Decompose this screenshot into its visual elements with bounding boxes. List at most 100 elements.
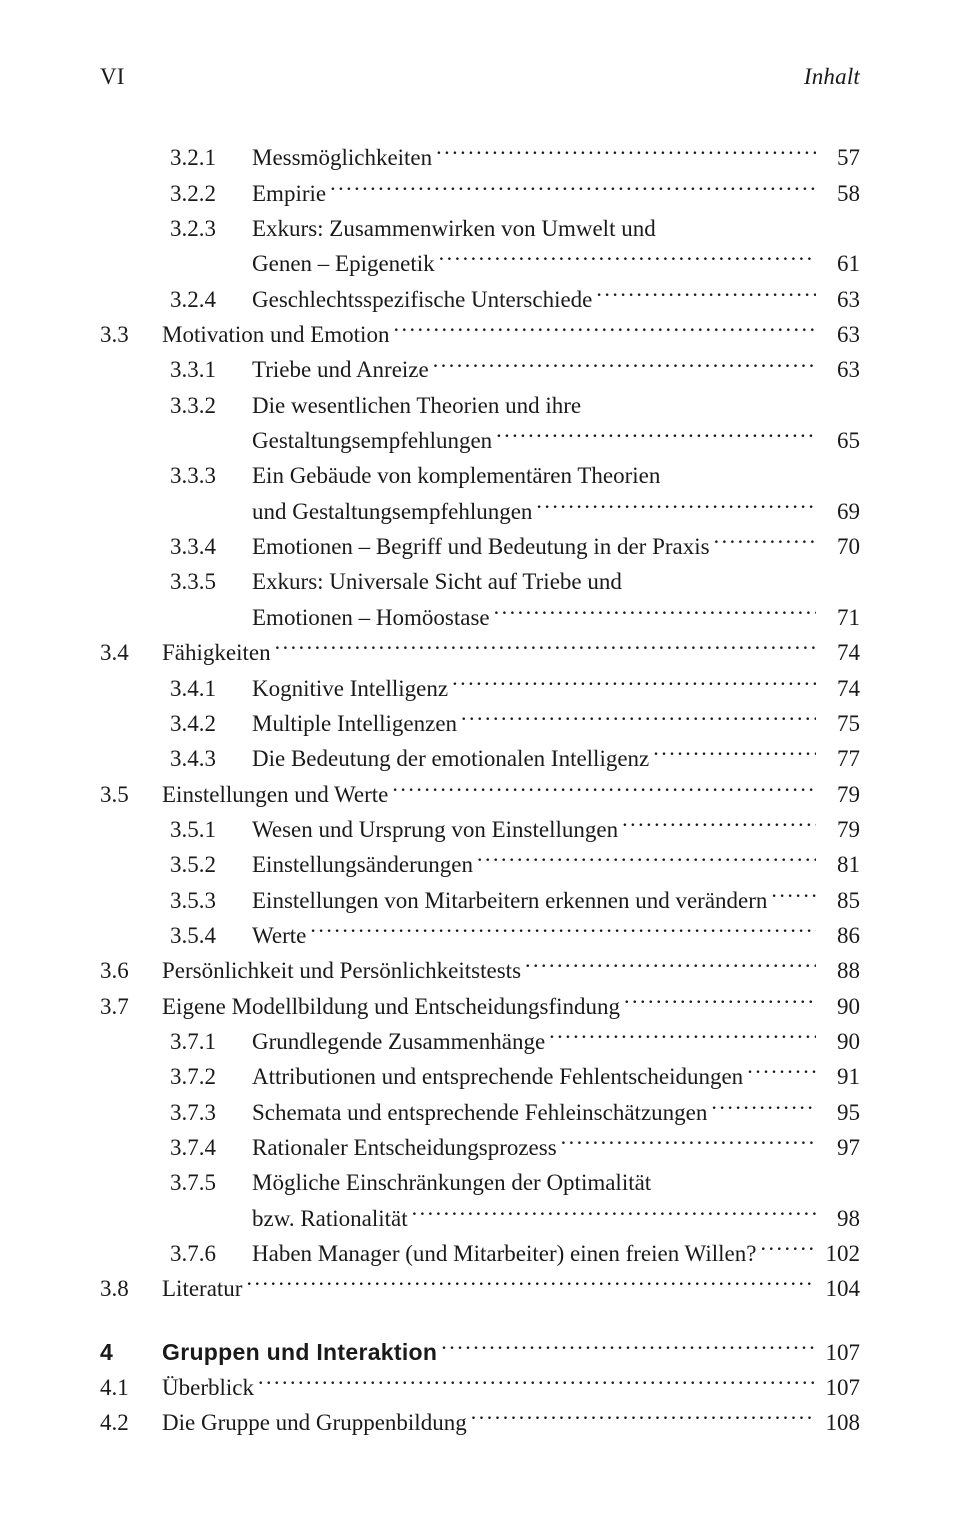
toc-entry-continuation: Emotionen – Homöostase71 [100, 601, 860, 634]
toc-number: 3.3.4 [170, 530, 252, 563]
toc-number: 3.6 [100, 954, 162, 987]
toc-number: 3.5.3 [170, 884, 252, 917]
section-spacer [100, 1308, 860, 1336]
toc-page: 74 [820, 636, 860, 669]
toc-leader [393, 319, 816, 342]
toc-page: 79 [820, 778, 860, 811]
page-marker: VI [100, 60, 125, 93]
toc-title: Eigene Modellbildung und Entscheidungsfi… [162, 990, 620, 1023]
toc-page: 90 [820, 990, 860, 1023]
running-header: VI Inhalt [100, 60, 860, 93]
toc-page: 95 [820, 1096, 860, 1129]
toc-entry-continuation: und Gestaltungsempfehlungen69 [100, 495, 860, 528]
toc-page: 90 [820, 1025, 860, 1058]
toc-title: Persönlichkeit und Persönlichkeitstests [162, 954, 521, 987]
toc-number: 3.4.2 [170, 707, 252, 740]
toc-entry: 4.2Die Gruppe und Gruppenbildung108 [100, 1406, 860, 1439]
toc-page: 98 [820, 1202, 860, 1235]
toc-entry: 3.6Persönlichkeit und Persönlichkeitstes… [100, 954, 860, 987]
toc-entry: 3.4Fähigkeiten74 [100, 636, 860, 669]
toc-title-cont: bzw. Rationalität [252, 1202, 408, 1235]
toc-entry: 3.5Einstellungen und Werte79 [100, 778, 860, 811]
toc-entry: 3.4.1Kognitive Intelligenz74 [100, 672, 860, 705]
toc-number: 3.7.4 [170, 1131, 252, 1164]
toc-leader [747, 1061, 816, 1084]
toc-entry: 3.3.1Triebe und Anreize63 [100, 353, 860, 386]
toc-leader [275, 637, 816, 660]
toc-page: 77 [820, 742, 860, 775]
running-head: Inhalt [804, 60, 860, 93]
toc-title: Einstellungen und Werte [162, 778, 388, 811]
toc-page: 102 [820, 1237, 861, 1270]
toc-entry: 3.8Literatur104 [100, 1272, 860, 1305]
toc-entry: 3.7Eigene Modellbildung und Entscheidung… [100, 990, 860, 1023]
toc-page: 104 [820, 1272, 861, 1305]
toc-leader [441, 1337, 815, 1360]
toc-title: Wesen und Ursprung von Einstellungen [252, 813, 618, 846]
toc-page: 97 [820, 1131, 860, 1164]
toc-entry: 3.5.1Wesen und Ursprung von Einstellunge… [100, 813, 860, 846]
toc-entry: 3.7.2Attributionen und entsprechende Feh… [100, 1060, 860, 1093]
toc-number: 3.2.3 [170, 212, 252, 245]
toc-title: Schemata und entsprechende Fehleinschätz… [252, 1096, 707, 1129]
toc-number: 3.3.2 [170, 389, 252, 422]
toc-entry: 3.7.6Haben Manager (und Mitarbeiter) ein… [100, 1237, 860, 1270]
toc-number: 3.7.5 [170, 1166, 252, 1199]
toc-leader [246, 1273, 815, 1296]
toc-title-cont: und Gestaltungsempfehlungen [252, 495, 532, 528]
toc-page: 86 [820, 919, 860, 952]
toc-leader [496, 425, 816, 448]
toc-entry: 4Gruppen und Interaktion107 [100, 1336, 860, 1369]
toc-leader [452, 673, 816, 696]
toc-page: 81 [820, 848, 860, 881]
toc-entry: 3.7.5Mögliche Einschränkungen der Optima… [100, 1166, 860, 1199]
toc-title: Überblick [162, 1371, 254, 1404]
toc-entry: 3.5.3Einstellungen von Mitarbeitern erke… [100, 884, 860, 917]
toc-leader [771, 885, 816, 908]
toc-leader [653, 743, 816, 766]
toc-number: 4.1 [100, 1371, 162, 1404]
toc-title: Die Bedeutung der emotionalen Intelligen… [252, 742, 649, 775]
toc-leader [477, 849, 816, 872]
toc-entry: 3.3Motivation und Emotion63 [100, 318, 860, 351]
toc-entry: 3.7.4Rationaler Entscheidungsprozess97 [100, 1131, 860, 1164]
toc-entry: 3.3.4Emotionen – Begriff und Bedeutung i… [100, 530, 860, 563]
toc-entry: 3.5.4Werte86 [100, 919, 860, 952]
toc-entry: 3.3.2Die wesentlichen Theorien und ihre [100, 389, 860, 422]
toc-page: 107 [820, 1371, 861, 1404]
toc-title: Haben Manager (und Mitarbeiter) einen fr… [252, 1237, 756, 1270]
toc-entry: 3.5.2Einstellungsänderungen81 [100, 848, 860, 881]
toc-title: Fähigkeiten [162, 636, 271, 669]
toc-page: 79 [820, 813, 860, 846]
toc-number: 3.3 [100, 318, 162, 351]
toc-entry-continuation: Gestaltungsempfehlungen65 [100, 424, 860, 457]
toc-entry: 3.7.3Schemata und entsprechende Fehleins… [100, 1096, 860, 1129]
toc-leader [622, 814, 816, 837]
toc-leader [561, 1132, 816, 1155]
toc-title: Die wesentlichen Theorien und ihre [252, 389, 581, 422]
toc-number: 3.5.4 [170, 919, 252, 952]
toc-entry-continuation: bzw. Rationalität 98 [100, 1202, 860, 1235]
toc-number: 3.4.3 [170, 742, 252, 775]
toc-number: 3.5.1 [170, 813, 252, 846]
toc-number: 3.7 [100, 990, 162, 1023]
toc-number: 3.8 [100, 1272, 162, 1305]
toc-leader [525, 955, 816, 978]
toc-entry: 3.4.2Multiple Intelligenzen75 [100, 707, 860, 740]
toc-leader [471, 1407, 816, 1430]
toc-page: 91 [820, 1060, 860, 1093]
toc-title: Einstellungen von Mitarbeitern erkennen … [252, 884, 767, 917]
toc-entry: 3.7.1Grundlegende Zusammenhänge90 [100, 1025, 860, 1058]
toc-title: Messmöglichkeiten [252, 141, 432, 174]
toc-number: 3.2.1 [170, 141, 252, 174]
toc-leader [436, 142, 816, 165]
toc-page: 61 [820, 247, 860, 280]
toc-leader [711, 1097, 816, 1120]
toc-number: 3.2.2 [170, 177, 252, 210]
toc-number: 3.3.1 [170, 353, 252, 386]
toc-title: Kognitive Intelligenz [252, 672, 448, 705]
toc-leader [714, 531, 816, 554]
toc-entry: 3.2.2Empirie58 [100, 177, 860, 210]
toc-number: 4.2 [100, 1406, 162, 1439]
toc-leader [461, 708, 816, 731]
